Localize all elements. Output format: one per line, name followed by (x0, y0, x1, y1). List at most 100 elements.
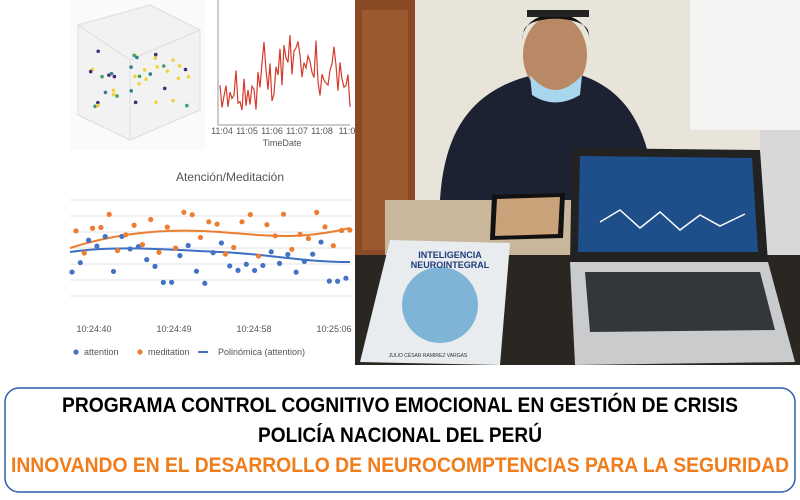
photo: INTELIGENCIA NEUROINTEGRAL JULIO CÉSAR R… (355, 0, 800, 365)
attention-dot (210, 250, 216, 256)
attention-dot (193, 268, 200, 274)
x-tick-label: 11:0 (339, 126, 356, 136)
attention-dot (293, 269, 299, 275)
scatter-dot (135, 55, 139, 60)
meditation-dot (197, 234, 204, 241)
book-title: INTELIGENCIA (418, 250, 482, 260)
attention-dot (110, 268, 117, 275)
attention-dot (77, 260, 83, 266)
scatter-dot (112, 74, 117, 79)
attention-dot (243, 261, 249, 267)
attention-dot (86, 237, 92, 243)
hair (522, 13, 590, 40)
scatter-dot (133, 100, 138, 105)
meditation-dot (305, 235, 311, 242)
attention-dot (335, 278, 341, 284)
scatter-dot (111, 92, 116, 97)
meditation-dot (214, 221, 220, 227)
scatter-dot (88, 69, 93, 74)
meditation-dot (189, 212, 195, 218)
scatter-dot (144, 77, 148, 82)
book-author: JULIO CÉSAR RAMIREZ VARGAS (389, 352, 468, 359)
meditation-dot (173, 245, 179, 251)
cube (77, 4, 201, 141)
scatter-dot (96, 103, 100, 108)
meditation-dot (73, 228, 79, 234)
eeg-headset (527, 10, 589, 17)
x-tick-label: 11:05 (236, 126, 258, 136)
scatter-dot (103, 90, 108, 95)
scatter-dot (115, 94, 119, 98)
meditation-dot (297, 231, 303, 237)
scatter-dot (137, 74, 142, 79)
scatter-dot (186, 74, 191, 79)
book-title: NEUROINTEGRAL (411, 260, 490, 270)
legend-label: Polinómica (attention) (218, 347, 305, 357)
meditation-dot (222, 251, 228, 257)
attention-dot (318, 239, 324, 245)
scatter-dot (154, 100, 158, 104)
x-tick-label: 11:07 (286, 126, 308, 136)
meditation-dot (131, 222, 137, 228)
scatter-dot (155, 65, 159, 69)
legend-dot (137, 349, 143, 355)
line-chart-panel: 11:04 11:05 11:06 11:07 11:08 11:0 TimeDate (211, 0, 355, 150)
window (690, 0, 800, 130)
scatter-dot (129, 89, 134, 93)
meditation-dot (339, 227, 345, 234)
x-tick-label: 11:04 (211, 126, 233, 136)
attention-dot (301, 258, 307, 264)
scatter-3d-panel (70, 0, 205, 150)
attention-dot (235, 267, 241, 273)
meditation-dot (114, 247, 121, 254)
attention-dot (135, 243, 141, 250)
x-label: TimeDate (263, 138, 302, 148)
attention-dot (69, 269, 75, 275)
meditation-dot (90, 225, 96, 231)
cube-edge (129, 29, 201, 61)
meditation-dot (280, 211, 287, 217)
meditation-dot (139, 242, 145, 248)
meditation-dot (264, 222, 270, 228)
banner-line: INNOVANDO EN EL DESARROLLO DE NEUROCOMPT… (11, 454, 789, 477)
meditation-dot (106, 211, 112, 217)
scatter-dot (171, 58, 175, 62)
meditation-dot (330, 243, 336, 249)
scatter-dot (153, 56, 158, 60)
attention-dot (160, 279, 166, 285)
book-art (402, 267, 478, 343)
meditation-dot (206, 219, 212, 225)
meditation-dot (256, 253, 262, 259)
cube-edge (77, 24, 131, 61)
scatter-dot (148, 72, 153, 76)
meditation-dot (181, 209, 187, 215)
scatter-dot (177, 64, 182, 68)
attention-dot (285, 251, 291, 258)
meditation-dot (164, 224, 170, 230)
meditation-dot (81, 250, 87, 256)
attention-dot (326, 278, 332, 284)
person-head (523, 15, 587, 95)
keyboard (585, 272, 775, 332)
attention-dot (94, 243, 100, 249)
scatter-dot (93, 104, 97, 109)
attention-dot (177, 253, 183, 259)
scatter-dot (96, 49, 100, 54)
meditation-dot (322, 224, 328, 230)
scatter-dot (109, 71, 114, 76)
meditation-dot (247, 211, 253, 218)
legend-label: meditation (148, 347, 190, 357)
attention-dot (169, 279, 175, 285)
x-tick-label: 10:25:06 (316, 324, 351, 334)
attention-dot (102, 233, 108, 240)
scatter-dot (111, 88, 116, 93)
scatter-dot (165, 69, 170, 73)
attention-dot (343, 275, 349, 281)
meditation-dot (314, 209, 320, 215)
scatter-dot (161, 64, 166, 68)
screen-wave (599, 209, 746, 231)
meditation-dot (239, 219, 245, 225)
scatter-dot (96, 100, 100, 105)
banner-frame (4, 387, 796, 493)
scatter-dot (142, 68, 147, 72)
